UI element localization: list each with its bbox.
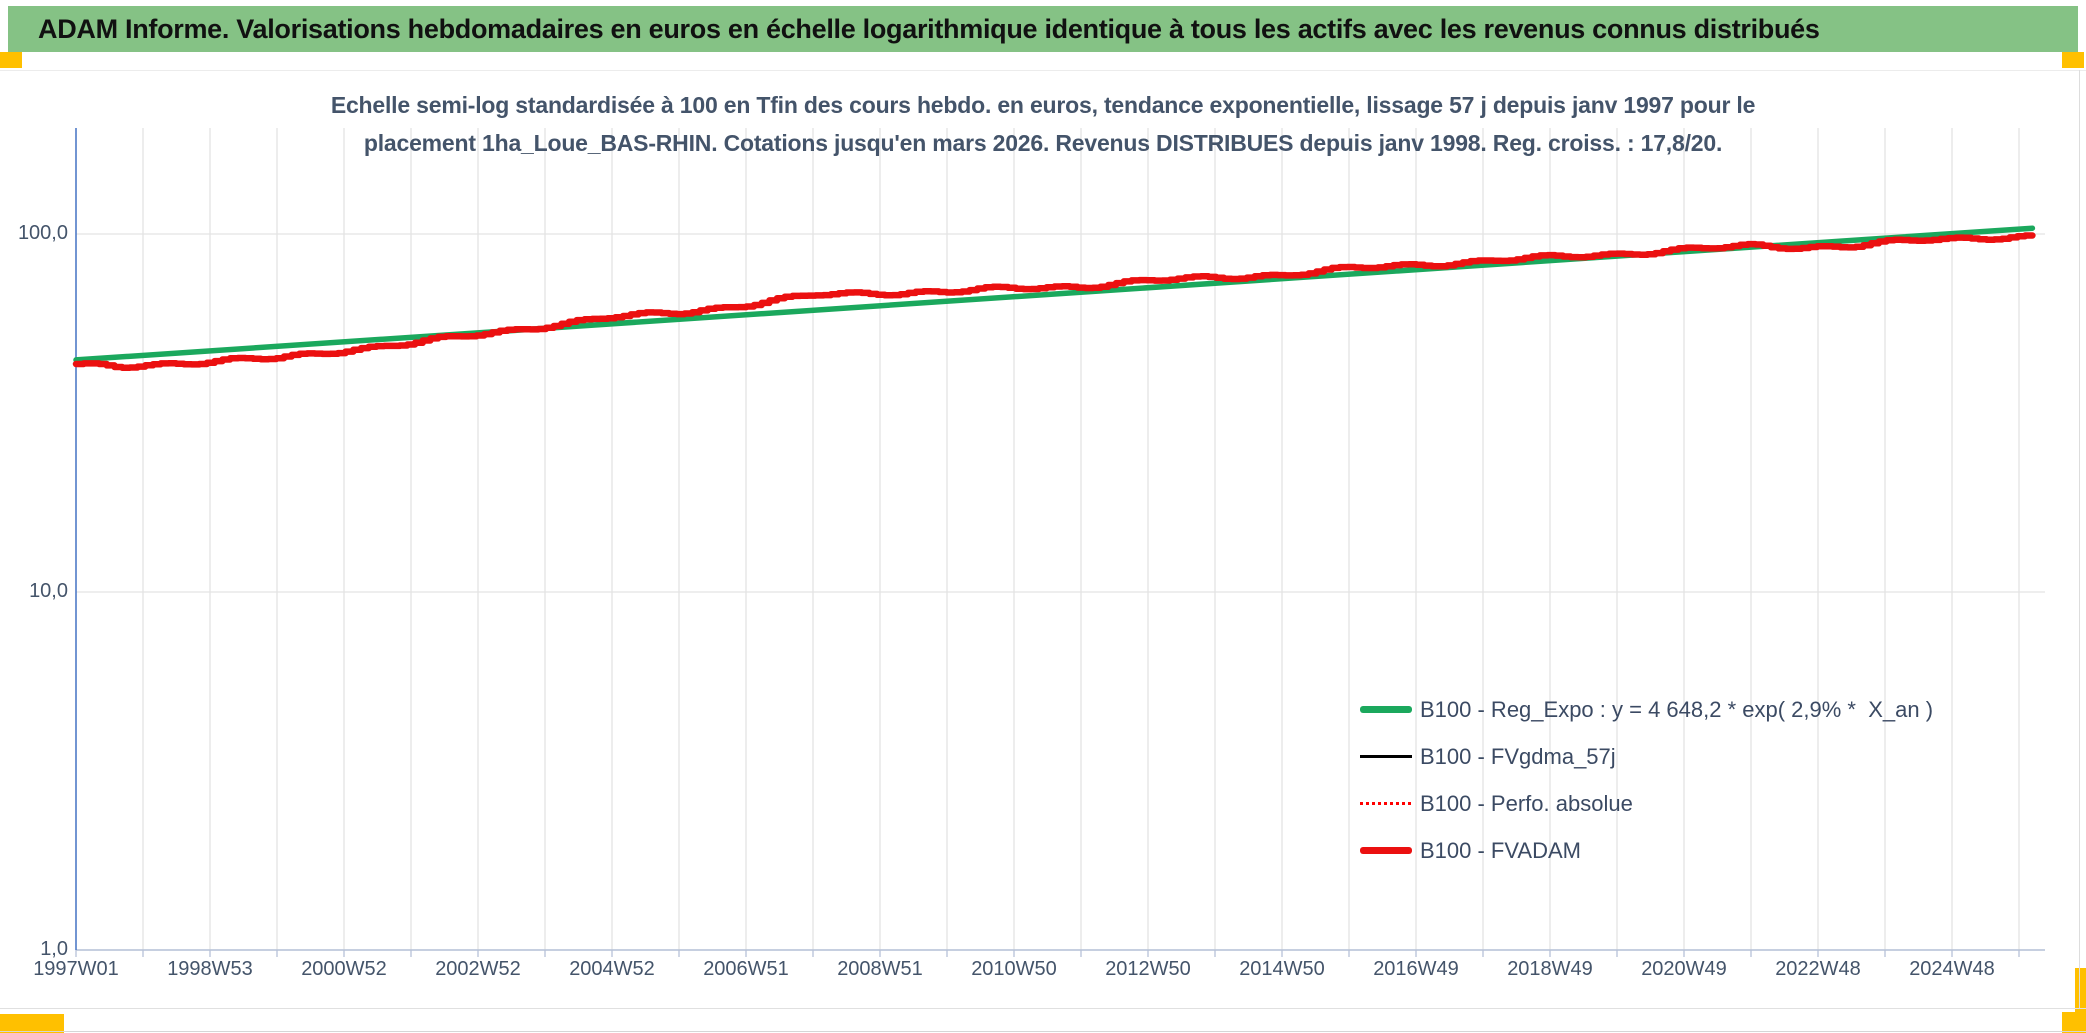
- chart-title-line1: Echelle semi-log standardisée à 100 en T…: [330, 92, 1756, 118]
- gold-accent-bottom-left: [0, 1014, 64, 1033]
- legend-item-fvadam: B100 - FVADAM: [1360, 827, 1933, 874]
- banner-title: ADAM Informe. Valorisations hebdomadaire…: [38, 14, 1820, 44]
- separator-above-footer: [0, 1008, 2086, 1009]
- gold-accent-bottom-right: [2062, 1012, 2086, 1033]
- legend-item-reg-expo: B100 - Reg_Expo : y = 4 648,2 * exp( 2,9…: [1360, 686, 1933, 733]
- legend-label: B100 - Perfo. absolue: [1420, 790, 1633, 816]
- legend-item-fvgdma: B100 - FVgdma_57j: [1360, 733, 1933, 780]
- legend-line-sample-black: [1360, 755, 1412, 758]
- chart-title-line2: placement 1ha_Loue_BAS-RHIN. Cotations j…: [363, 130, 1723, 156]
- gold-accent-top-left: [0, 52, 22, 68]
- gold-accent-top-right: [2062, 52, 2084, 68]
- x-tick-label: 2002W52: [435, 958, 521, 980]
- legend-item-perfo-absolue: B100 - Perfo. absolue: [1360, 780, 1933, 827]
- x-tick-label: 2014W50: [1239, 958, 1325, 980]
- chart-legend: B100 - Reg_Expo : y = 4 648,2 * exp( 2,9…: [1360, 686, 1933, 874]
- x-tick-label: 2016W49: [1373, 958, 1459, 980]
- separator-bottom-edge: [0, 1031, 2086, 1032]
- x-tick-label: 2004W52: [569, 958, 655, 980]
- x-tick-label: 2008W51: [837, 958, 923, 980]
- gold-accent-right-strip: [2075, 968, 2086, 1033]
- legend-line-sample-red: [1360, 847, 1412, 854]
- x-tick-label: 2000W52: [301, 958, 387, 980]
- legend-line-sample-dotted-red: [1360, 802, 1412, 805]
- x-tick-label: 2022W48: [1775, 958, 1861, 980]
- x-tick-label: 2006W51: [703, 958, 789, 980]
- y-tick-label-100: 100,0: [17, 222, 68, 244]
- y-tick-label-1: 1,0: [40, 938, 68, 960]
- x-tick-label: 2010W50: [971, 958, 1057, 980]
- x-tick-label: 2018W49: [1507, 958, 1593, 980]
- legend-label: B100 - FVgdma_57j: [1420, 743, 1616, 769]
- banner: ADAM Informe. Valorisations hebdomadaire…: [8, 6, 2078, 52]
- x-tick-label: 1997W01: [33, 958, 119, 980]
- legend-label: B100 - Reg_Expo : y = 4 648,2 * exp( 2,9…: [1420, 696, 1934, 722]
- x-tick-label: 2012W50: [1105, 958, 1191, 980]
- x-tick-label: 2024W48: [1909, 958, 1995, 980]
- x-tick-label: 2020W49: [1641, 958, 1727, 980]
- chart-frame-right-border: [2079, 70, 2080, 1008]
- separator-under-banner: [0, 70, 2086, 71]
- legend-label: B100 - FVADAM: [1420, 837, 1581, 863]
- y-tick-label-10: 10,0: [29, 580, 68, 602]
- legend-line-sample-green: [1360, 706, 1412, 713]
- x-tick-label: 1998W53: [167, 958, 253, 980]
